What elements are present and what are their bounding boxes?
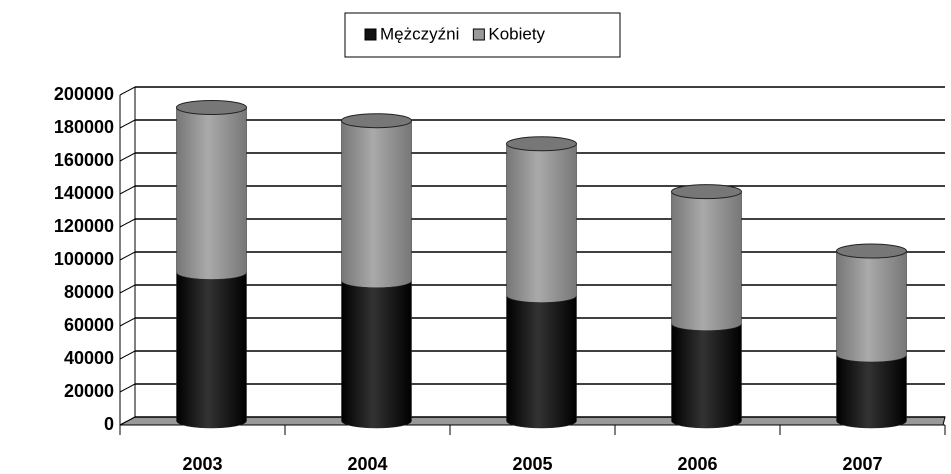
- y-tick-label: 0: [104, 414, 114, 434]
- bar: [671, 323, 742, 429]
- bar-top: [836, 243, 907, 259]
- bar: [341, 280, 412, 429]
- y-tick-label: 20000: [64, 381, 114, 401]
- bar: [671, 191, 742, 331]
- bar: [341, 120, 412, 288]
- bar-top: [671, 184, 742, 200]
- y-tick-label: 200000: [54, 84, 114, 104]
- grid-slant: [119, 350, 136, 360]
- grid-slant: [119, 119, 136, 129]
- bar-top: [506, 136, 577, 152]
- bar: [836, 250, 907, 363]
- bar-top: [176, 100, 247, 115]
- y-tick-label: 160000: [54, 150, 114, 170]
- grid-slant: [119, 383, 136, 393]
- grid-slant: [119, 251, 136, 261]
- bar-top: [341, 113, 412, 129]
- bar: [176, 107, 247, 280]
- bar: [506, 295, 577, 429]
- bar: [176, 272, 247, 429]
- y-tick-label: 60000: [64, 315, 114, 335]
- grid-slant: [119, 185, 136, 195]
- grid-slant: [119, 86, 136, 96]
- grid-slant: [119, 416, 136, 426]
- x-tick-label: 2007: [842, 454, 882, 474]
- x-tick-label: 2006: [677, 454, 717, 474]
- x-tick-label: 2004: [347, 454, 387, 474]
- x-tick-label: 2005: [512, 454, 552, 474]
- y-tick-label: 40000: [64, 348, 114, 368]
- y-tick-label: 120000: [54, 216, 114, 236]
- y-tick-label: 180000: [54, 117, 114, 137]
- legend-label: Kobiety: [488, 24, 545, 43]
- y-tick-label: 140000: [54, 183, 114, 203]
- grid-slant: [119, 284, 136, 294]
- legend-swatch: [472, 28, 485, 41]
- grid-slant: [119, 317, 136, 327]
- legend-swatch: [364, 28, 377, 41]
- grid-slant: [119, 218, 136, 228]
- x-tick-label: 2003: [182, 454, 222, 474]
- grid-slant: [119, 152, 136, 162]
- y-tick-label: 100000: [54, 249, 114, 269]
- bar: [506, 143, 577, 303]
- y-tick-label: 80000: [64, 282, 114, 302]
- bar: [836, 354, 907, 429]
- legend-label: Mężczyźni: [380, 24, 459, 43]
